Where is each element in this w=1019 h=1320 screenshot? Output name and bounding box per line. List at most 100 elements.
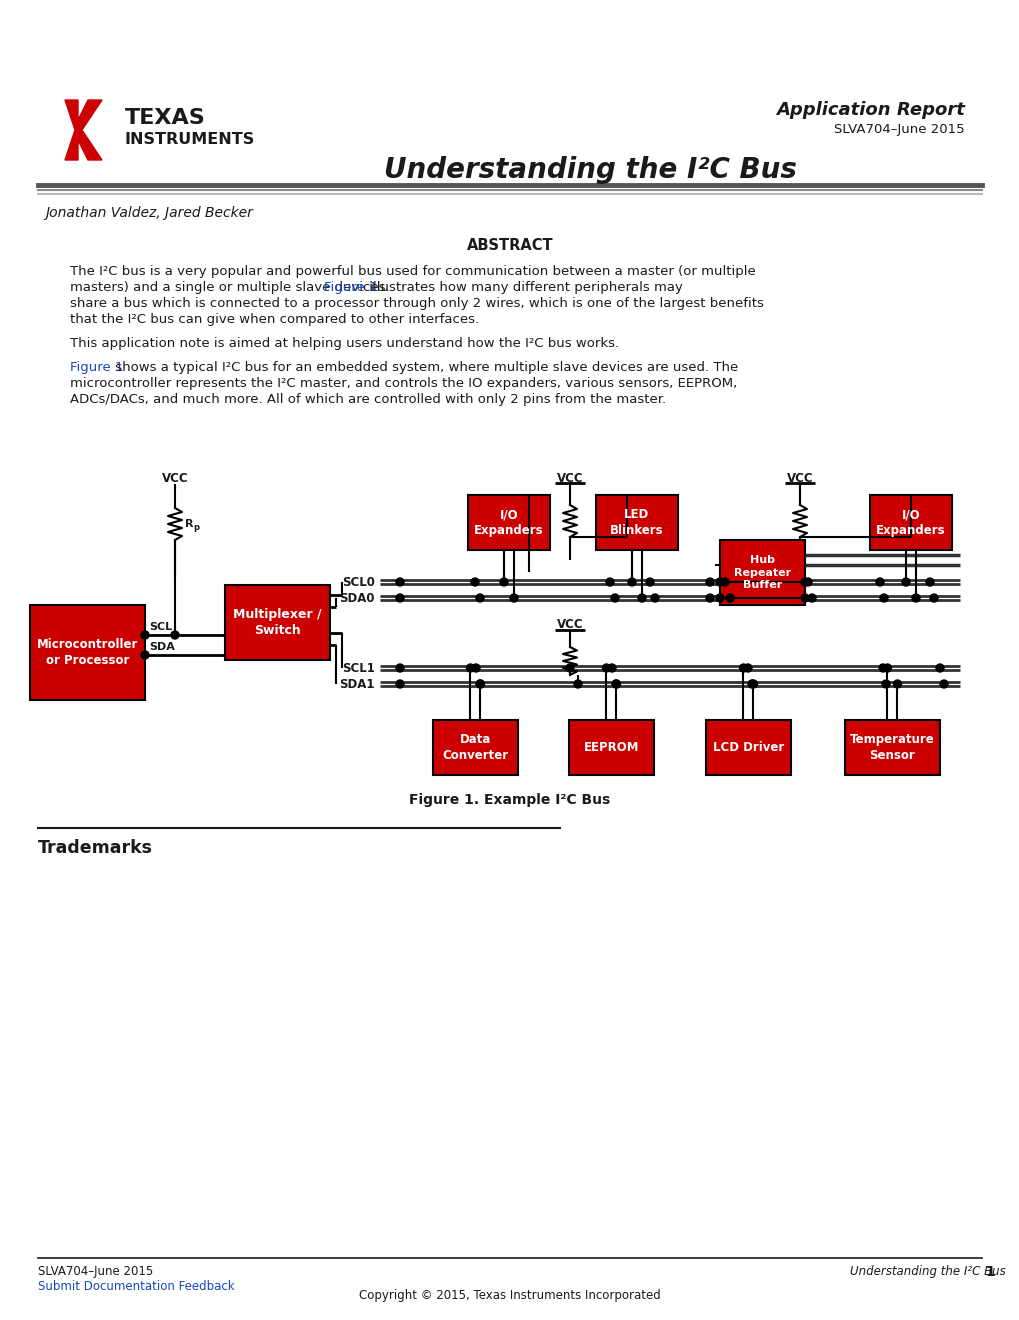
Circle shape [637,594,645,602]
Text: Hub
Repeater
Buffer: Hub Repeater Buffer [734,556,791,590]
Circle shape [726,594,734,602]
Text: p: p [193,523,199,532]
Text: Understanding the I²C Bus: Understanding the I²C Bus [383,156,796,183]
Bar [719,540,804,605]
Text: VCC: VCC [556,619,583,631]
Text: ABSTRACT: ABSTRACT [467,238,552,252]
Circle shape [574,680,582,688]
Text: Figure 1. Example I²C Bus: Figure 1. Example I²C Bus [409,793,610,807]
Text: SLVA704–June 2015: SLVA704–June 2015 [38,1266,153,1279]
Text: illustrates how many different peripherals may: illustrates how many different periphera… [365,281,683,294]
Circle shape [466,664,474,672]
Bar [30,605,145,700]
Circle shape [705,578,713,586]
Circle shape [472,664,480,672]
Text: 1: 1 [984,1265,994,1279]
Circle shape [628,578,636,586]
Text: ADCs/DACs, and much more. All of which are controlled with only 2 pins from the : ADCs/DACs, and much more. All of which a… [70,393,665,407]
Text: TEXAS: TEXAS [125,108,206,128]
Circle shape [510,594,518,602]
Circle shape [901,578,909,586]
Bar [468,495,549,550]
Circle shape [929,594,937,602]
Text: Submit Documentation Feedback: Submit Documentation Feedback [38,1280,234,1294]
Text: SLVA704–June 2015: SLVA704–June 2015 [834,124,964,136]
Text: Figure 1: Figure 1 [70,360,123,374]
Text: SDA1: SDA1 [339,677,375,690]
Text: This application note is aimed at helping users understand how the I²C bus works: This application note is aimed at helpin… [70,337,619,350]
Bar [225,585,330,660]
Bar [595,495,678,550]
Text: R: R [184,519,194,529]
Text: Figure 1: Figure 1 [323,281,377,294]
Text: Trademarks: Trademarks [38,840,153,857]
Circle shape [566,664,574,672]
Text: The I²C bus is a very popular and powerful bus used for communication between a : The I²C bus is a very popular and powerf… [70,265,755,279]
Circle shape [611,680,620,688]
Bar [869,495,951,550]
Circle shape [879,594,888,602]
Circle shape [800,594,808,602]
Text: LED
Blinkers: LED Blinkers [609,508,663,537]
Circle shape [743,664,751,672]
Circle shape [605,578,613,586]
Circle shape [476,594,484,602]
Circle shape [610,594,619,602]
Text: SDA: SDA [149,642,174,652]
Circle shape [499,578,507,586]
Text: VCC: VCC [556,471,583,484]
Circle shape [645,578,653,586]
Circle shape [881,680,890,688]
Circle shape [878,664,887,672]
Circle shape [611,680,620,688]
Text: VCC: VCC [162,471,189,484]
Circle shape [882,664,891,672]
Circle shape [940,680,947,688]
Text: Data
Converter: Data Converter [442,733,508,762]
Text: Copyright © 2015, Texas Instruments Incorporated: Copyright © 2015, Texas Instruments Inco… [359,1288,660,1302]
Bar [433,719,518,775]
Circle shape [476,680,484,688]
Bar [569,719,653,775]
Circle shape [911,594,919,602]
Text: shows a typical I²C bus for an embedded system, where multiple slave devices are: shows a typical I²C bus for an embedded … [111,360,738,374]
Text: Jonathan Valdez, Jared Becker: Jonathan Valdez, Jared Becker [45,206,253,220]
Circle shape [935,664,943,672]
Text: Understanding the I²C Bus: Understanding the I²C Bus [849,1266,1005,1279]
Text: I/O
Expanders: I/O Expanders [875,508,945,537]
Text: VCC: VCC [786,471,812,484]
Circle shape [705,594,713,602]
Text: that the I²C bus can give when compared to other interfaces.: that the I²C bus can give when compared … [70,313,479,326]
Polygon shape [65,100,102,160]
Circle shape [395,594,404,602]
Text: EEPROM: EEPROM [583,741,639,754]
Text: I/O
Expanders: I/O Expanders [474,508,543,537]
Circle shape [395,680,404,688]
Circle shape [395,578,404,586]
Text: Microcontroller
or Processor: Microcontroller or Processor [37,638,138,667]
Circle shape [747,680,755,688]
Text: share a bus which is connected to a processor through only 2 wires, which is one: share a bus which is connected to a proc… [70,297,763,310]
Circle shape [875,578,883,586]
Circle shape [171,631,178,639]
Text: masters) and a single or multiple slave devices.: masters) and a single or multiple slave … [70,281,393,294]
Bar [844,719,940,775]
Text: SDA0: SDA0 [339,591,375,605]
Text: INSTRUMENTS: INSTRUMENTS [125,132,255,148]
Bar [705,719,790,775]
Circle shape [395,664,404,672]
Circle shape [925,578,933,586]
Text: microcontroller represents the I²C master, and controls the IO expanders, variou: microcontroller represents the I²C maste… [70,378,737,389]
Circle shape [803,578,811,586]
Text: SCL1: SCL1 [341,661,375,675]
Circle shape [715,594,723,602]
Circle shape [602,664,610,672]
Circle shape [476,680,484,688]
Text: LCD Driver: LCD Driver [712,741,784,754]
Circle shape [807,594,815,602]
Circle shape [607,664,615,672]
Circle shape [141,651,149,659]
Circle shape [650,594,658,602]
Circle shape [720,578,729,586]
Circle shape [471,578,479,586]
